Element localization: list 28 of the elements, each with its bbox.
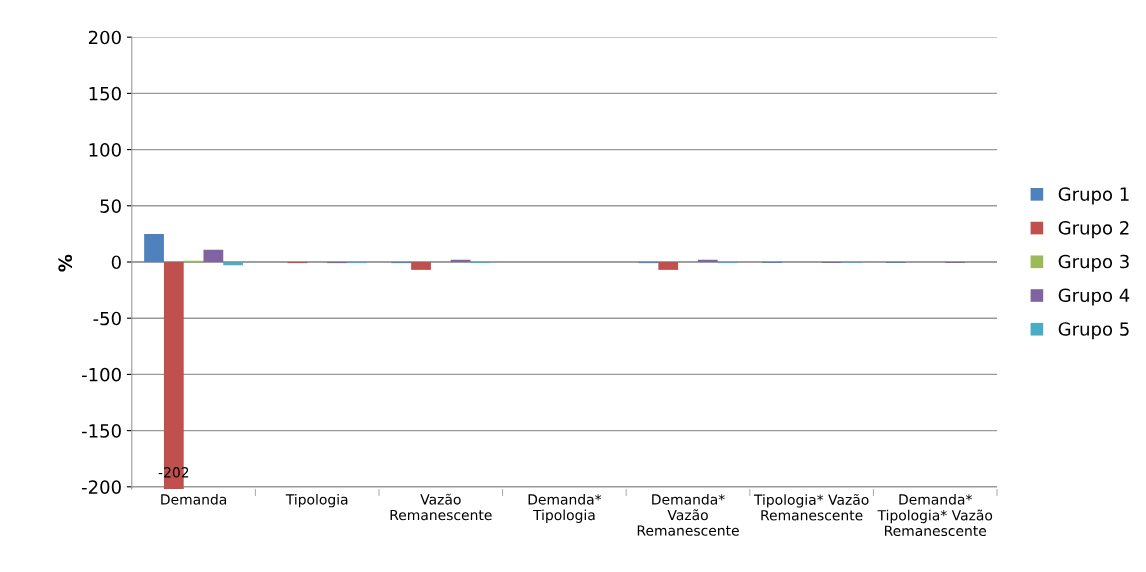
y-axis-title: % bbox=[58, 254, 73, 272]
x-tick-label: Demanda* Tipologia bbox=[528, 493, 602, 523]
y-tick-label: -200 bbox=[81, 480, 121, 494]
bar bbox=[144, 233, 164, 262]
y-tick-label: 50 bbox=[100, 199, 121, 213]
bar bbox=[697, 259, 718, 262]
x-tick-label: Tipologia bbox=[285, 493, 348, 508]
x-tick-label: Demanda* Tipologia* Vazão Remanescente bbox=[877, 493, 993, 537]
y-tick-label: -150 bbox=[81, 424, 121, 438]
y-tick-label: 0 bbox=[111, 255, 121, 270]
y-tick-label: -50 bbox=[93, 311, 121, 326]
x-tick-label: Demanda bbox=[161, 493, 227, 505]
y-tick-label: -100 bbox=[81, 367, 121, 382]
y-tick-label: 200 bbox=[88, 30, 121, 45]
y-tick-label: 100 bbox=[89, 143, 121, 157]
x-tick-label: Tipologia* Vazão Remanescente bbox=[753, 493, 869, 521]
y-tick-label: 150 bbox=[89, 86, 121, 101]
legend-label: Grupo 2 bbox=[1058, 220, 1129, 239]
x-tick-label: Demanda* Vazão Remanescente bbox=[637, 493, 739, 536]
bar bbox=[223, 262, 244, 266]
legend-label: Grupo 3 bbox=[1058, 254, 1129, 272]
legend-label: Grupo 1 bbox=[1058, 187, 1129, 205]
legend-label: Grupo 5 bbox=[1058, 322, 1129, 340]
bar bbox=[658, 262, 679, 270]
bar bbox=[411, 262, 431, 270]
legend-label: Grupo 4 bbox=[1058, 288, 1130, 306]
bar bbox=[203, 249, 224, 262]
x-tick-label: Vazão Remanescente bbox=[390, 493, 492, 521]
